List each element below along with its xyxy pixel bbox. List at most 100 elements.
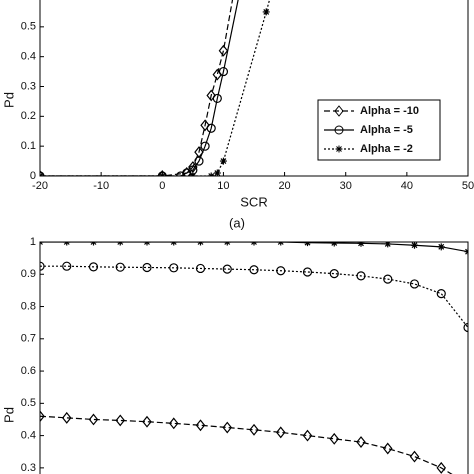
- x-tick-label: 0: [159, 180, 165, 192]
- marker: [62, 261, 72, 271]
- plot-area: [40, 0, 271, 176]
- marker: [157, 170, 168, 176]
- y-tick-label: 0.4: [21, 51, 36, 63]
- marker: [222, 421, 233, 434]
- marker: [276, 266, 286, 276]
- legend-label: Alpha = -5: [360, 124, 413, 136]
- marker: [115, 262, 125, 272]
- y-tick-label: 0.5: [21, 21, 36, 33]
- legend-label: Alpha = -2: [360, 143, 413, 155]
- x-tick-label: -10: [93, 180, 109, 192]
- marker: [383, 274, 393, 284]
- marker: [207, 172, 215, 176]
- marker: [249, 423, 259, 436]
- marker: [277, 242, 285, 246]
- marker: [197, 242, 204, 246]
- marker: [218, 44, 229, 57]
- marker: [250, 242, 258, 246]
- x-tick-label: 30: [340, 180, 352, 192]
- marker: [200, 119, 210, 132]
- marker: [249, 265, 259, 275]
- marker: [275, 426, 286, 439]
- marker: [176, 171, 186, 176]
- marker: [464, 248, 468, 256]
- x-tick-label: 10: [217, 180, 229, 192]
- marker: [222, 264, 232, 274]
- marker: [143, 242, 151, 246]
- marker: [158, 172, 166, 176]
- marker: [116, 242, 124, 246]
- marker: [356, 271, 366, 281]
- y-axis-label: Pd: [1, 407, 16, 423]
- marker: [90, 242, 97, 246]
- marker: [436, 461, 447, 474]
- x-axis-label: SCR: [240, 194, 267, 209]
- legend-label: Alpha = -10: [360, 105, 419, 117]
- marker: [304, 242, 311, 247]
- marker: [40, 170, 45, 176]
- x-tick-label: -20: [32, 180, 48, 192]
- marker: [200, 141, 210, 151]
- marker: [212, 93, 222, 104]
- marker: [223, 242, 231, 246]
- legend-marker: [334, 105, 344, 117]
- marker: [213, 169, 221, 176]
- marker: [61, 411, 72, 424]
- marker: [115, 414, 126, 427]
- y-tick-label: 0.8: [21, 300, 36, 312]
- marker: [302, 267, 313, 277]
- marker: [262, 8, 270, 16]
- marker: [142, 262, 152, 273]
- x-tick-label: 40: [401, 180, 413, 192]
- marker: [88, 262, 99, 272]
- line: [40, 0, 234, 176]
- marker: [357, 242, 365, 247]
- x-tick-label: 20: [278, 180, 290, 192]
- marker: [411, 242, 418, 249]
- y-tick-label: 0.1: [21, 140, 36, 152]
- marker: [195, 419, 206, 432]
- marker: [63, 242, 71, 246]
- marker: [302, 429, 313, 442]
- plot-area: [40, 242, 468, 474]
- y-tick-label: 0.3: [21, 80, 36, 92]
- marker: [168, 417, 179, 430]
- marker: [40, 242, 44, 246]
- marker: [409, 450, 420, 463]
- marker: [40, 410, 45, 423]
- marker: [206, 89, 216, 102]
- legend-marker: [335, 145, 343, 153]
- marker: [329, 269, 339, 279]
- marker: [40, 172, 44, 176]
- y-tick-label: 0.2: [21, 110, 36, 122]
- line: [40, 0, 239, 176]
- y-tick-label: 0.4: [21, 430, 36, 442]
- marker: [329, 432, 340, 445]
- caption: (a): [229, 215, 245, 230]
- y-tick-label: 0: [30, 170, 36, 182]
- y-tick-label: 0.9: [21, 268, 36, 280]
- marker: [157, 171, 167, 176]
- marker: [189, 172, 197, 176]
- marker: [218, 66, 229, 77]
- y-tick-label: 0.6: [21, 365, 36, 377]
- plot-frame: [39, 241, 469, 474]
- y-tick-label: 0.5: [21, 397, 36, 409]
- marker: [463, 322, 468, 333]
- y-tick-label: 0.3: [21, 462, 36, 474]
- line: [40, 242, 468, 253]
- line: [40, 265, 468, 328]
- marker: [206, 123, 216, 133]
- marker: [436, 289, 446, 299]
- marker: [194, 156, 204, 166]
- marker: [384, 242, 392, 248]
- marker: [40, 261, 45, 271]
- y-axis-label: Pd: [1, 92, 16, 108]
- marker: [382, 442, 393, 455]
- marker: [195, 263, 206, 274]
- y-tick-label: 1: [30, 236, 36, 248]
- line: [40, 0, 271, 176]
- marker: [219, 157, 227, 165]
- marker: [409, 279, 420, 289]
